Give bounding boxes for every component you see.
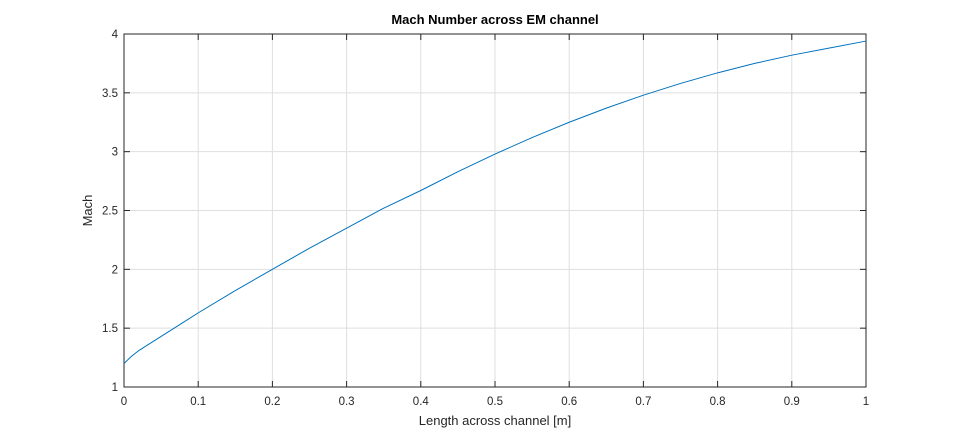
x-axis-label: Length across channel [m] — [419, 413, 571, 428]
x-tick-label: 0.3 — [339, 396, 355, 408]
x-tick-label: 0.7 — [635, 396, 651, 408]
x-tick-label: 0.4 — [413, 396, 430, 408]
x-tick-label: 0.2 — [264, 396, 280, 408]
y-tick-label: 1 — [112, 382, 118, 394]
y-tick-label: 2.5 — [102, 206, 118, 218]
x-tick-label: 0.5 — [487, 396, 503, 408]
x-tick-label: 0.6 — [561, 396, 577, 408]
axis-ticks — [123, 33, 867, 388]
y-tick-label: 3 — [112, 147, 118, 159]
x-tick-label: 0.8 — [710, 396, 726, 408]
x-tick-label: 1 — [863, 396, 869, 408]
chart-title: Mach Number across EM channel — [391, 12, 598, 27]
y-tick-label: 3.5 — [102, 88, 118, 100]
x-axis: 0 0.1 0.2 0.3 0.4 0.5 0.6 0.7 0.8 0.9 1 — [121, 396, 869, 408]
y-axis: 1 1.5 2 2.5 3 3.5 4 — [102, 29, 119, 394]
series-line — [123, 40, 867, 364]
y-tick-label: 4 — [112, 29, 119, 41]
y-tick-label: 1.5 — [102, 323, 118, 335]
x-tick-label: 0 — [121, 396, 127, 408]
y-axis-label: Mach — [80, 195, 95, 227]
series-layer — [123, 40, 867, 364]
grid — [123, 33, 867, 388]
x-tick-label: 0.1 — [190, 396, 206, 408]
x-tick-label: 0.9 — [784, 396, 800, 408]
y-tick-label: 2 — [112, 264, 118, 276]
